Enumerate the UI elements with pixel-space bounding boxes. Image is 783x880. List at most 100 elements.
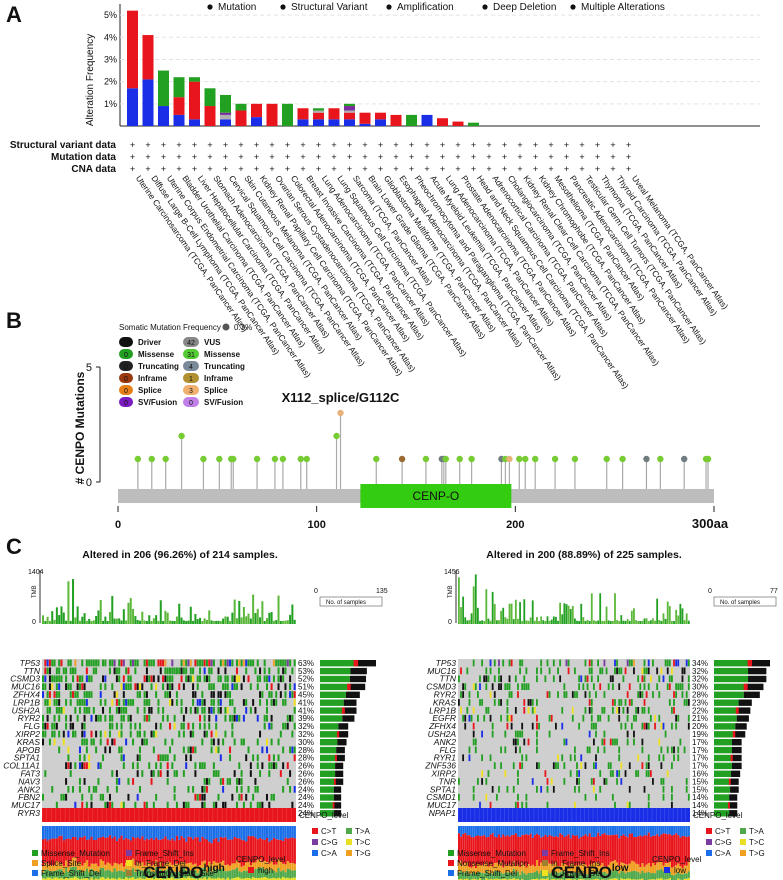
- bar-segment-deep-deletion: [359, 123, 371, 126]
- snv-segment: [122, 866, 126, 872]
- snv-segment: [157, 871, 160, 879]
- mutation-cell: [616, 707, 618, 714]
- mutation-cell: [106, 738, 109, 746]
- mutation-cell: [275, 691, 278, 698]
- mutation-cell: [464, 722, 467, 730]
- snv-segment: [111, 826, 114, 839]
- mutation-cell: [48, 738, 51, 746]
- snv-segment: [282, 870, 285, 877]
- snv-segment: [53, 870, 56, 878]
- mutation-cell: [129, 675, 132, 683]
- mutation-cell: [187, 659, 190, 667]
- snv-segment: [270, 878, 273, 880]
- mutation-cell: [286, 659, 289, 667]
- tmb-bar: [495, 620, 498, 624]
- snv-segment: [291, 826, 294, 838]
- mutation-cell: [521, 801, 524, 809]
- mutation-cell: [633, 738, 635, 746]
- mutation-cell: [194, 659, 197, 667]
- mutation-cell: [458, 793, 460, 801]
- mutation-cell: [270, 722, 273, 730]
- snv-segment: [247, 826, 250, 836]
- gene-percent: 22%: [692, 706, 708, 715]
- mutation-cell: [44, 675, 47, 683]
- mutation-cell: [517, 738, 519, 746]
- bar-segment-deep-deletion: [297, 119, 309, 126]
- mutation-cell: [210, 738, 213, 746]
- mutation-cell: [519, 659, 521, 667]
- mutation-cell: [628, 762, 631, 769]
- gene-percent: 41%: [298, 698, 314, 707]
- sample-count-bar: [350, 667, 367, 675]
- mutation-cell: [65, 778, 68, 785]
- snv-segment: [247, 862, 250, 871]
- mutation-cell: [88, 691, 91, 698]
- snv-segment: [162, 838, 165, 867]
- snv-segment: [215, 869, 218, 879]
- bar-segment-deep-deletion: [344, 119, 355, 126]
- mutation-cell: [199, 675, 202, 683]
- bar-segment-amplification: [204, 106, 216, 126]
- snv-segment: [533, 872, 536, 880]
- snv-segment: [666, 834, 669, 864]
- mutation-cell: [217, 667, 220, 675]
- snv-segment: [76, 869, 79, 879]
- snv-segment: [187, 869, 190, 877]
- snv-segment: [668, 826, 671, 835]
- snv-segment: [272, 870, 276, 878]
- snv-segment: [81, 826, 84, 838]
- sample-count-bar: [336, 754, 345, 762]
- sample-count-bar: [335, 770, 344, 777]
- snv-segment: [240, 866, 243, 873]
- row-marker: +: [409, 164, 414, 174]
- mutation-cell: [681, 691, 684, 698]
- bar-segment-multiple-alterations: [220, 114, 231, 120]
- snv-segment: [189, 877, 192, 880]
- mutation-cell: [514, 730, 517, 738]
- mutation-cell: [78, 786, 81, 793]
- snv-segment: [104, 837, 107, 865]
- sample-count-bar: [714, 660, 751, 667]
- tmb-bar: [203, 618, 206, 624]
- tmb-bar: [630, 610, 633, 624]
- snv-segment: [85, 860, 89, 869]
- mutation-cell: [62, 730, 65, 738]
- snv-segment: [656, 834, 659, 863]
- tmb-bar: [668, 606, 671, 624]
- mutation-cell: [293, 722, 296, 730]
- sample-count-bar: [332, 802, 335, 809]
- row-marker: +: [502, 164, 507, 174]
- snv-segment: [261, 826, 264, 840]
- mutation-legend-label: Frame_Shift_Del: [457, 869, 517, 878]
- mutation-cell: [654, 722, 656, 730]
- sample-count-bar: [333, 778, 336, 785]
- mutation-cell: [557, 762, 559, 769]
- mutation-cell: [506, 722, 509, 730]
- mutation-cell: [129, 730, 132, 738]
- snv-segment: [504, 878, 507, 880]
- mutation-cell: [178, 730, 181, 738]
- mutation-cell: [42, 683, 45, 690]
- row-marker: +: [331, 152, 336, 162]
- mutation-cell: [468, 691, 471, 698]
- mutation-cell: [489, 801, 492, 809]
- x-tick-label: 0: [115, 519, 121, 531]
- mutation-cell: [74, 762, 77, 769]
- mutation-cell: [259, 691, 262, 698]
- snv-segment: [464, 826, 467, 833]
- gene-label: MUC17: [11, 800, 40, 810]
- gene-label: RYR2: [434, 690, 457, 700]
- snv-segment: [279, 871, 283, 879]
- tmb-bar: [664, 618, 667, 624]
- mutation-cell: [510, 691, 513, 698]
- mutation-cell: [289, 659, 292, 667]
- mutation-cell: [152, 730, 155, 738]
- mutation-cell: [72, 730, 75, 738]
- tmb-bar: [639, 621, 642, 624]
- mutation-cell: [189, 754, 192, 762]
- snv-segment: [233, 863, 236, 870]
- mutation-cell: [614, 667, 616, 675]
- snv-segment: [525, 867, 528, 875]
- snv-segment: [270, 826, 273, 841]
- snv-segment: [508, 826, 511, 837]
